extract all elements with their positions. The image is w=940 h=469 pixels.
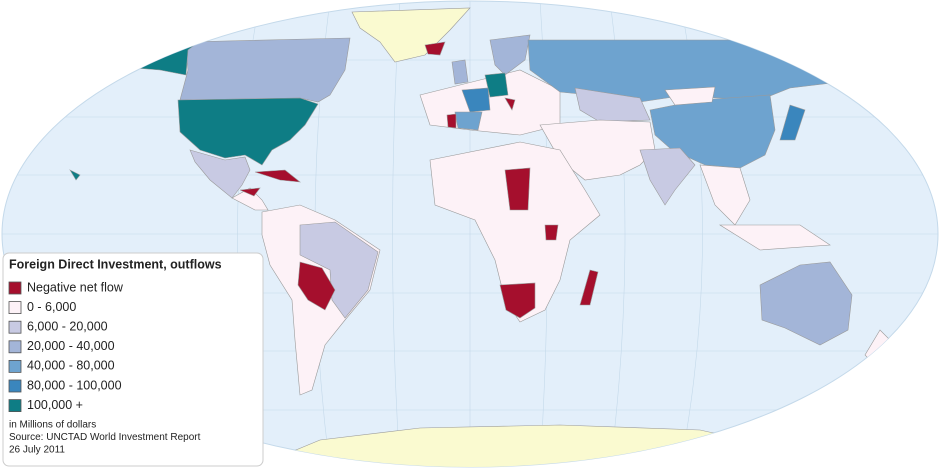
- legend: Foreign Direct Investment, outflows Nega…: [2, 252, 264, 467]
- honduras: [239, 187, 261, 197]
- india: [639, 147, 696, 206]
- uganda: [544, 224, 559, 241]
- legend-note: in Millions of dollars: [9, 420, 96, 431]
- legend-label: 100,000 +: [27, 398, 83, 412]
- canada: [179, 37, 351, 103]
- mexico: [189, 149, 251, 199]
- africa: [429, 141, 601, 323]
- southern-africa: [499, 282, 536, 319]
- legend-label: Negative net flow: [27, 280, 124, 294]
- croatia: [504, 97, 516, 111]
- legend-title: Foreign Direct Investment, outflows: [9, 257, 222, 271]
- indonesia: [718, 224, 831, 251]
- legend-label: 40,000 - 80,000: [27, 359, 115, 373]
- uk: [451, 59, 469, 85]
- bolivia: [297, 261, 336, 311]
- legend-swatch: [8, 281, 22, 295]
- legend-swatch: [8, 301, 22, 315]
- legend-label: 20,000 - 40,000: [27, 339, 115, 353]
- legend-swatch: [8, 379, 22, 393]
- legend-swatch: [8, 340, 22, 354]
- germany: [484, 72, 509, 98]
- legend-label: 80,000 - 100,000: [27, 378, 122, 392]
- legend-swatch: [8, 359, 22, 373]
- spain: [454, 111, 483, 131]
- greenland: [351, 7, 471, 63]
- japan: [779, 104, 806, 141]
- united-states: [177, 97, 319, 166]
- legend-note: Source: UNCTAD World Investment Report: [9, 432, 201, 443]
- southeast-asia: [699, 164, 751, 226]
- legend-note: 26 July 2011: [9, 445, 65, 456]
- caribbean: [254, 169, 301, 183]
- legend-swatch: [8, 320, 22, 334]
- madagascar: [579, 269, 599, 306]
- legend-label: 0 - 6,000: [27, 300, 76, 314]
- legend-swatch: [8, 399, 22, 413]
- portugal: [446, 113, 457, 129]
- scandinavia: [489, 34, 531, 76]
- legend-box: [2, 252, 264, 467]
- brazil: [299, 221, 379, 319]
- france: [461, 87, 491, 113]
- iceland: [424, 41, 446, 56]
- chad: [504, 167, 531, 211]
- hawaii: [69, 169, 81, 181]
- mongolia: [664, 86, 716, 106]
- legend-label: 6,000 - 20,000: [27, 319, 108, 333]
- australia: [759, 261, 853, 346]
